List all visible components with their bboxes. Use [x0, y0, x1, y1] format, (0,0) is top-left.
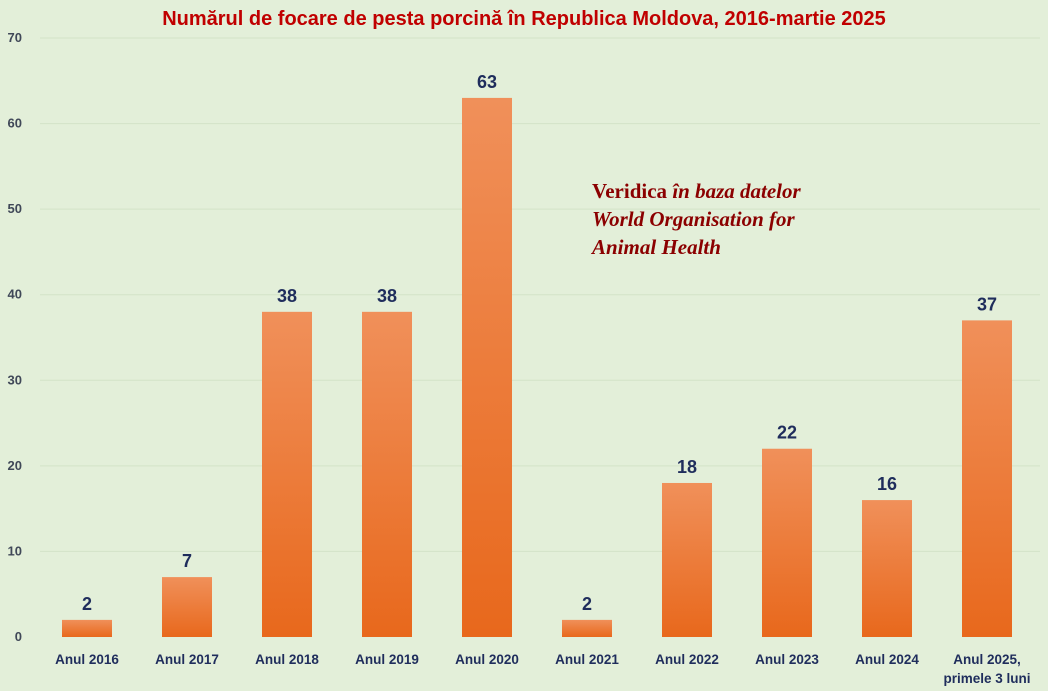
x-tick-label: Anul 2021	[555, 652, 619, 667]
gridlines	[40, 37, 1040, 552]
data-label: 38	[277, 286, 297, 306]
y-tick-label: 40	[8, 287, 22, 302]
bar	[862, 500, 912, 637]
x-tick-label: Anul 2018	[255, 652, 319, 667]
y-tick-label: 30	[8, 372, 22, 387]
x-tick-label: Anul 2017	[155, 652, 219, 667]
x-axis: Anul 2016 Anul 2017 Anul 2018 Anul 2019 Anul…	[55, 652, 1030, 686]
bar	[262, 311, 312, 637]
x-tick-label: Anul 2024	[855, 652, 919, 667]
x-tick-label: Anul 2020	[455, 652, 519, 667]
data-label: 2	[582, 594, 592, 614]
data-label: 37	[977, 294, 997, 314]
y-tick-label: 0	[15, 629, 22, 644]
bar	[762, 448, 812, 637]
data-label: 7	[182, 551, 192, 571]
bar	[562, 619, 612, 637]
annotation-line: Veridica în baza datelor	[592, 179, 801, 203]
data-label: 2	[82, 594, 92, 614]
y-tick-label: 10	[8, 543, 22, 558]
bar	[462, 97, 512, 637]
y-tick-label: 20	[8, 458, 22, 473]
bar	[162, 577, 212, 637]
y-tick-label: 50	[8, 201, 22, 216]
annotation-line: World Organisation for	[592, 207, 795, 231]
y-tick-label: 60	[8, 116, 22, 131]
data-label: 63	[477, 72, 497, 92]
x-tick-label: Anul 2022	[655, 652, 719, 667]
x-tick-label: Anul 2016	[55, 652, 119, 667]
x-tick-label: Anul 2019	[355, 652, 419, 667]
x-tick-label: Anul 2025, primele 3 luni	[943, 652, 1030, 686]
annotation-line: Animal Health	[590, 235, 721, 259]
chart-title: Numărul de focare de pesta porcină în Re…	[162, 8, 886, 30]
data-label: 18	[677, 457, 697, 477]
data-label: 16	[877, 474, 897, 494]
bar	[62, 619, 112, 637]
bars: 2 7 38 38 63 2 18 22 16 37	[62, 72, 1012, 637]
bar	[362, 311, 412, 637]
y-axis: 0 10 20 30 40 50 60 70	[8, 30, 22, 644]
data-label: 22	[777, 423, 797, 443]
y-tick-label: 70	[8, 30, 22, 45]
bar	[662, 482, 712, 637]
x-tick-label: Anul 2023	[755, 652, 819, 667]
data-label: 38	[377, 286, 397, 306]
source-annotation: Veridica în baza datelor World Organisati…	[590, 179, 801, 259]
bar	[962, 320, 1012, 637]
